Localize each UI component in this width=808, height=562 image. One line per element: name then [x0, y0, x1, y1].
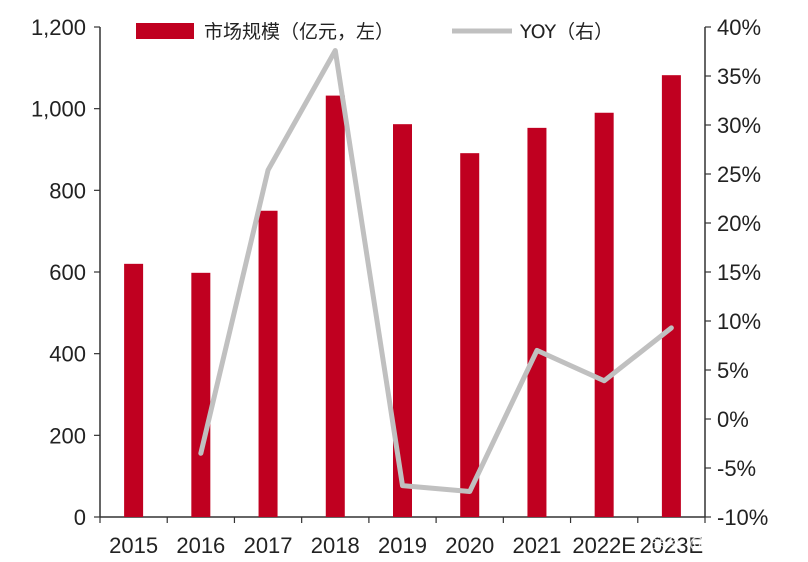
- right-tick-label: 0%: [717, 407, 749, 432]
- right-tick-label: 25%: [717, 162, 761, 187]
- right-tick-label: 15%: [717, 260, 761, 285]
- yoy-line-series: [198, 48, 674, 495]
- right-tick-label: 5%: [717, 358, 749, 383]
- right-tick-label: 40%: [717, 15, 761, 40]
- right-tick-label: 35%: [717, 64, 761, 89]
- bar: [594, 112, 614, 517]
- legend: 市场规模（亿元，左） YOY（右）: [136, 21, 613, 43]
- x-tick-label: 2022E: [572, 533, 636, 558]
- left-tick-label: 800: [49, 178, 86, 203]
- x-tick-label: 2015: [109, 533, 158, 558]
- right-tick-label: 20%: [717, 211, 761, 236]
- right-tick-label: -5%: [717, 456, 756, 481]
- right-tick-label: -10%: [717, 505, 768, 530]
- bar: [258, 210, 278, 517]
- watermark: 头条 @星空财富: [652, 533, 769, 552]
- legend-bar-label: 市场规模（亿元，左）: [204, 21, 394, 43]
- x-tick-label: 2020: [445, 533, 494, 558]
- right-tick-label: 30%: [717, 113, 761, 138]
- left-tick-label: 600: [49, 260, 86, 285]
- legend-line-label: YOY（右）: [519, 21, 613, 43]
- tick-labels: 0 200 400 600 800 1,000 1,200 -10% -5% 0% 5% 10% 15%…: [31, 15, 768, 558]
- left-tick-label: 1,200: [31, 15, 86, 40]
- left-tick-label: 400: [49, 342, 86, 367]
- bar: [527, 127, 547, 517]
- right-tick-label: 10%: [717, 309, 761, 334]
- bar: [393, 124, 412, 517]
- left-tick-label: 0: [74, 505, 86, 530]
- legend-bar-swatch: [136, 23, 194, 39]
- bar: [191, 272, 211, 517]
- left-tick-label: 200: [49, 423, 86, 448]
- x-tick-label: 2018: [311, 533, 360, 558]
- yoy-line: [198, 48, 674, 495]
- bar: [460, 153, 480, 518]
- left-tick-label: 1,000: [31, 97, 86, 122]
- x-tick-label: 2017: [244, 533, 293, 558]
- bar-series: [124, 75, 681, 518]
- x-tick-label: 2023E: [640, 533, 704, 558]
- x-tick-label: 2021: [512, 533, 561, 558]
- bar: [124, 263, 144, 517]
- x-tick-label: 2016: [176, 533, 225, 558]
- bar: [661, 75, 681, 517]
- watermark-text: 头条 @星空财富: [652, 533, 769, 552]
- bar: [325, 95, 345, 517]
- x-tick-label: 2019: [378, 533, 427, 558]
